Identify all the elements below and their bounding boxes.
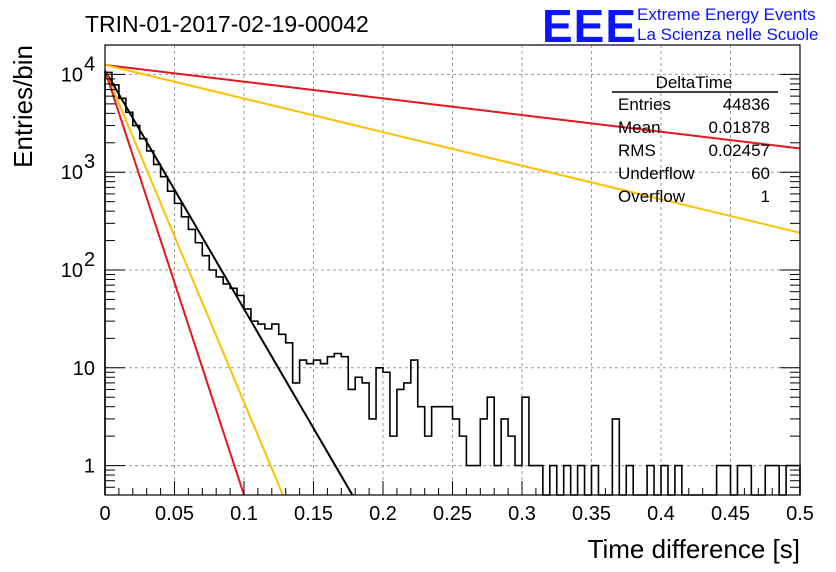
y-tick-label: 10 <box>73 358 95 380</box>
stats-row-label: Overflow <box>618 187 686 206</box>
y-axis-label: Entries/bin <box>8 45 38 168</box>
stats-rows: Entries 44836 Mean 0.01878 RMS 0.02457 Underfl… <box>618 95 770 206</box>
x-tick-label: 0.4 <box>647 503 675 525</box>
y-tick-label: 10 <box>61 260 83 282</box>
x-tick-label: 0.2 <box>369 503 397 525</box>
fit-curve-orange <box>104 63 801 234</box>
y-tick-label: 10 <box>61 162 83 184</box>
x-tick-label: 0.45 <box>711 503 750 525</box>
stats-row-label: Entries <box>618 95 671 114</box>
logo-line1: Extreme Energy Events <box>637 5 816 24</box>
stats-row-value: 60 <box>751 164 770 183</box>
x-tick-labels: 0 0.05 0.1 0.15 0.2 0.25 0.3 0.35 0.4 0.45 0.5 <box>99 503 813 525</box>
logo: EEE Extreme Energy Events La Scienza nel… <box>542 0 818 52</box>
stats-row-label: RMS <box>618 141 656 160</box>
y-tick-label: 1 <box>84 456 95 478</box>
y-tick-exponent: 3 <box>84 151 95 173</box>
x-axis-label: Time difference [s] <box>588 534 800 564</box>
fit-curve-orange <box>104 70 284 496</box>
stats-row-value: 0.01878 <box>709 118 770 137</box>
x-tick-label: 0.5 <box>786 503 814 525</box>
histogram-outline <box>104 71 801 496</box>
stats-row-value: 0.02457 <box>709 141 770 160</box>
stats-title: DeltaTime <box>656 73 733 92</box>
x-tick-label: 0.35 <box>572 503 611 525</box>
chart-title: TRIN-01-2017-02-19-00042 <box>85 11 369 37</box>
stats-row-value: 44836 <box>723 95 770 114</box>
y-tick-exponent: 4 <box>84 53 95 75</box>
fit-curve-black <box>104 69 354 496</box>
x-tick-label: 0.05 <box>155 503 194 525</box>
fit-curve-red <box>104 70 245 496</box>
x-tick-label: 0.15 <box>294 503 333 525</box>
y-tick-label: 10 <box>61 64 83 86</box>
logo-mark: EEE <box>542 0 637 52</box>
x-tick-label: 0.25 <box>433 503 472 525</box>
stats-box: DeltaTime Entries 44836 Mean 0.01878 RMS 0.02… <box>612 73 778 206</box>
stats-row-label: Underflow <box>618 164 695 183</box>
histogram <box>104 71 801 496</box>
stats-row-value: 1 <box>761 187 770 206</box>
stats-row-label: Mean <box>618 118 661 137</box>
fit-curve-red <box>104 63 801 150</box>
axis-ticks <box>104 73 801 495</box>
y-tick-exponent: 2 <box>84 249 95 271</box>
x-tick-label: 0 <box>99 503 110 525</box>
x-tick-label: 0.3 <box>508 503 536 525</box>
logo-line2: La Scienza nelle Scuole <box>637 25 818 44</box>
x-tick-label: 0.1 <box>230 503 258 525</box>
